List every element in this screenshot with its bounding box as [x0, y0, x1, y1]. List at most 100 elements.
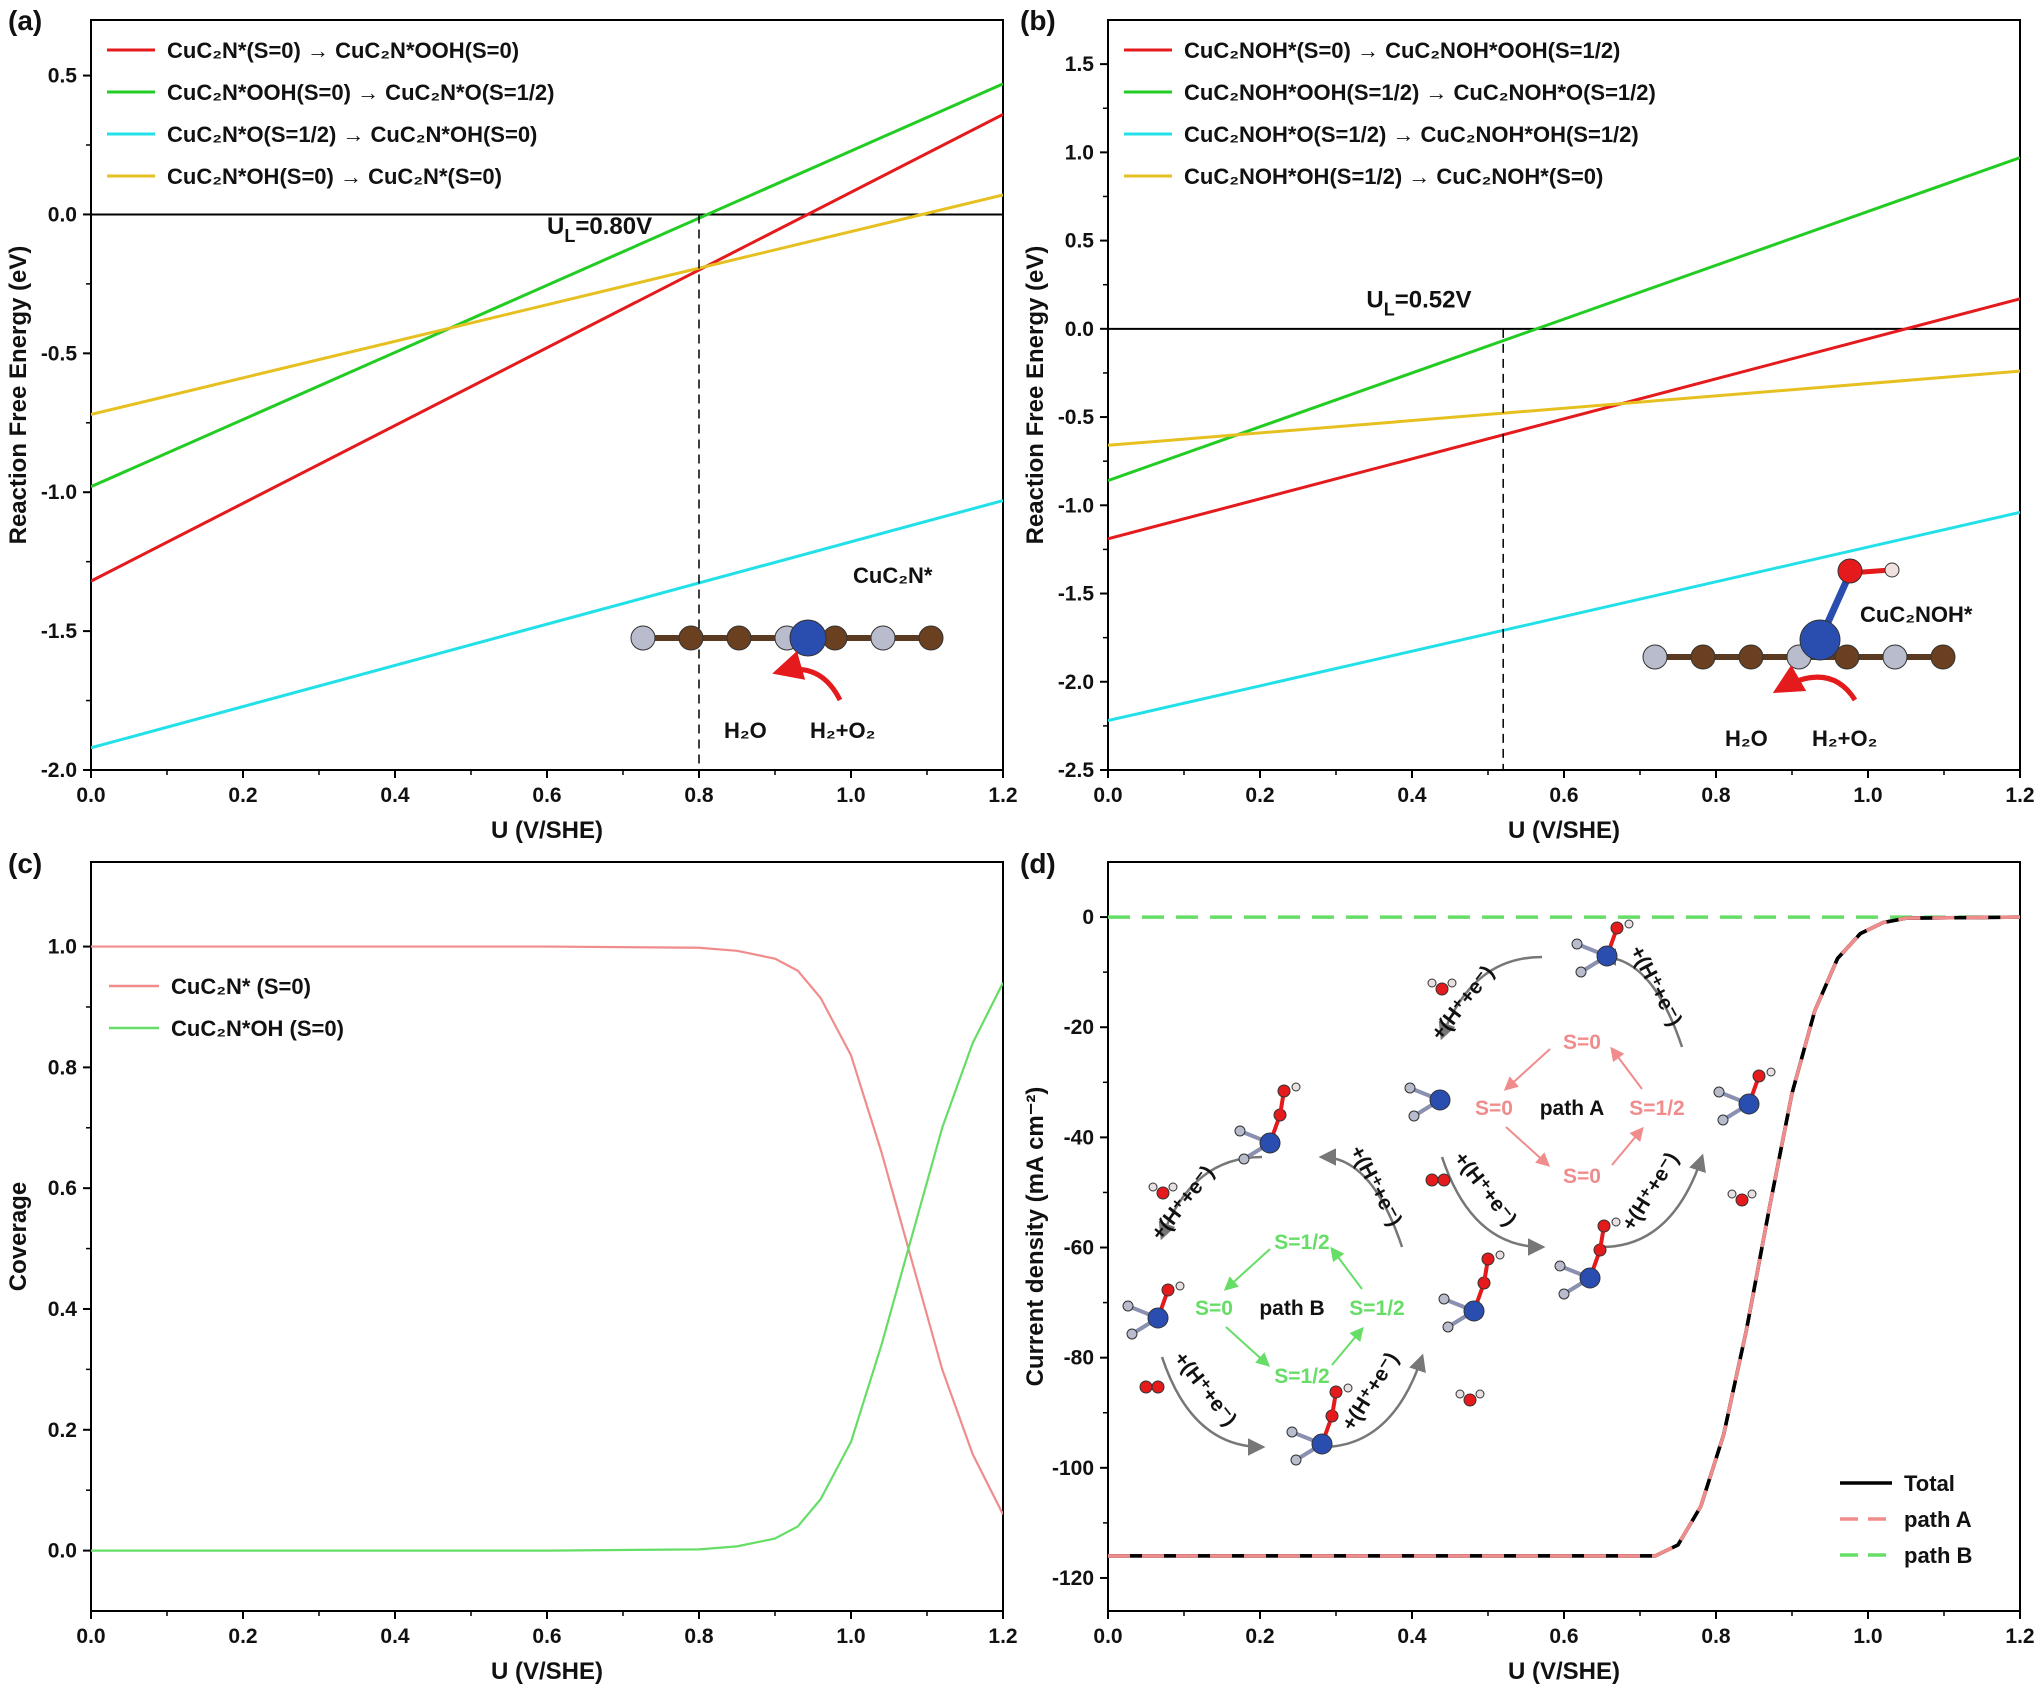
limiting-potential-label: UL=0.80V [547, 213, 652, 246]
plot-area [1108, 915, 2020, 1558]
state-arrow [1505, 1126, 1551, 1167]
x-tick-label: 0.0 [76, 1625, 105, 1648]
h-atom [1148, 1182, 1158, 1192]
y-tick-label: 0 [1082, 906, 1094, 929]
nitrogen-atom [870, 625, 896, 651]
h-atom [1475, 1389, 1485, 1399]
cycle-title: path A [1540, 1097, 1605, 1120]
nitrogen-atom [1882, 644, 1908, 670]
legend-label: CuC₂N*OH(S=0) → CuC₂N*(S=0) [167, 164, 502, 189]
series-line-4 [91, 193, 1003, 416]
o-atom [1597, 1219, 1611, 1233]
y-axis-title: Reaction Free Energy (eV) [1022, 246, 1049, 545]
carbon-atom [1738, 644, 1764, 670]
y-tick-label: -2.0 [41, 759, 77, 782]
h-atom [1455, 1389, 1465, 1399]
x-tick-label: 0.4 [1397, 784, 1427, 807]
mol-a-left [1404, 1082, 1451, 1122]
y-tick-label: 0.2 [48, 1419, 77, 1442]
o-atom [1329, 1385, 1343, 1399]
panel-label: (d) [1020, 848, 1056, 879]
x-tick-label: 0.8 [1701, 1625, 1731, 1648]
x-tick-label: 0.8 [1701, 784, 1731, 807]
water-a2 [1727, 1189, 1757, 1207]
copper-atom [789, 619, 827, 657]
cu-atom [1579, 1267, 1601, 1289]
water-a [1427, 978, 1457, 996]
x-tick-label: 0.0 [1093, 784, 1122, 807]
h-atom [1611, 1217, 1621, 1227]
mol-b-right [1438, 1250, 1505, 1333]
legend-label: CuC₂NOH*OOH(S=1/2) → CuC₂NOH*O(S=1/2) [1184, 80, 1656, 105]
cycle-state-right: S=1/2 [1349, 1297, 1404, 1320]
ul-sub: L [564, 226, 575, 246]
step-arrow [1318, 1148, 1404, 1248]
h-atom [1291, 1082, 1301, 1092]
o-atom [1463, 1393, 1477, 1407]
legend-label: CuC₂NOH*OH(S=1/2) → CuC₂NOH*(S=0) [1184, 164, 1603, 189]
reaction-right-label: H₂+O₂ [1812, 726, 1877, 751]
series-line-4 [1108, 369, 2020, 447]
y-tick-label: 1.0 [48, 936, 77, 959]
y-tick-label: -2.5 [1058, 759, 1095, 782]
cycle-path-a: path A S=0 S=0 S=1/2 S=0 +(H⁺+e⁻) +(H⁺+e⁻) +(H⁺… [1427, 942, 1706, 1256]
legend-label: CuC₂NOH*(S=0) → CuC₂NOH*OOH(S=1/2) [1184, 38, 1620, 63]
cu-atom [1311, 1433, 1333, 1455]
nitrogen-atom [630, 625, 656, 651]
cu-atom [1429, 1089, 1451, 1111]
oxygen-atom [1837, 558, 1863, 584]
series-line-2 [1108, 915, 2020, 1558]
legend-label: CuC₂NOH*O(S=1/2) → CuC₂NOH*OH(S=1/2) [1184, 122, 1639, 147]
step-arrow [1440, 1156, 1546, 1256]
ul-main: U [1366, 287, 1383, 314]
o-atom [1481, 1252, 1495, 1266]
water-b [1148, 1182, 1178, 1200]
y-tick-label: 0.0 [48, 1540, 77, 1563]
n-atom [1558, 1288, 1570, 1300]
inset-molecule-a: CuC₂N* H₂O H₂+O₂ [630, 563, 944, 743]
y-tick-label: -0.5 [41, 342, 78, 365]
cycle-title: path B [1259, 1297, 1324, 1320]
h-atom [1495, 1250, 1505, 1260]
reaction-left-label: H₂O [724, 718, 767, 743]
x-tick-label: 0.2 [228, 1625, 257, 1648]
x-tick-label: 1.2 [2005, 1625, 2034, 1648]
ul-rest: =0.80V [575, 213, 652, 240]
plot-frame [1107, 861, 2021, 1612]
plot-area [1108, 156, 2020, 770]
step-label: +(H⁺+e⁻) [1618, 1148, 1684, 1234]
x-tick-label: 1.2 [988, 1625, 1017, 1648]
o-atom [1610, 921, 1624, 935]
n-atom [1717, 1114, 1729, 1126]
carbon-atom [726, 625, 752, 651]
state-arrow [1223, 1248, 1271, 1291]
ul-main: U [547, 213, 564, 240]
step-arrow [1321, 1353, 1426, 1449]
y-tick-label: 0.8 [48, 1056, 78, 1079]
y-tick-label: -100 [1052, 1457, 1094, 1480]
y-tick-label: -2.0 [1058, 671, 1094, 694]
step-arrow [1601, 1153, 1706, 1249]
y-tick-label: -1.0 [41, 481, 77, 504]
x-axis-title: U (V/SHE) [1508, 1658, 1620, 1685]
reaction-arrow [1772, 665, 1858, 702]
cycle-state-left: S=0 [1195, 1297, 1233, 1320]
x-tick-label: 0.8 [684, 784, 714, 807]
reaction-arrow [772, 650, 843, 702]
x-tick-label: 0.2 [1245, 1625, 1274, 1648]
legend-label: CuC₂N*O(S=1/2) → CuC₂N*OH(S=0) [167, 122, 537, 147]
panel-a: (a) 0.0 0.2 0.4 0.6 0.8 1.0 1.2 -2.0 -1.5 -1.0 -0.5… [5, 5, 1018, 844]
n-atom [1713, 1086, 1725, 1098]
carbon-atom [1834, 644, 1860, 670]
h-atom [1766, 1067, 1776, 1077]
cycle-state-right: S=1/2 [1629, 1097, 1684, 1120]
o-atom [1161, 1283, 1175, 1297]
n-atom [1234, 1125, 1246, 1137]
x-tick-label: 1.0 [836, 1625, 865, 1648]
cu-atom [1463, 1300, 1485, 1322]
n-atom [1438, 1293, 1450, 1305]
panel-label: (b) [1020, 5, 1056, 36]
cycle-state-left: S=0 [1475, 1097, 1513, 1120]
panel-label: (a) [8, 5, 42, 36]
series-line-pathA [1108, 915, 2020, 1558]
